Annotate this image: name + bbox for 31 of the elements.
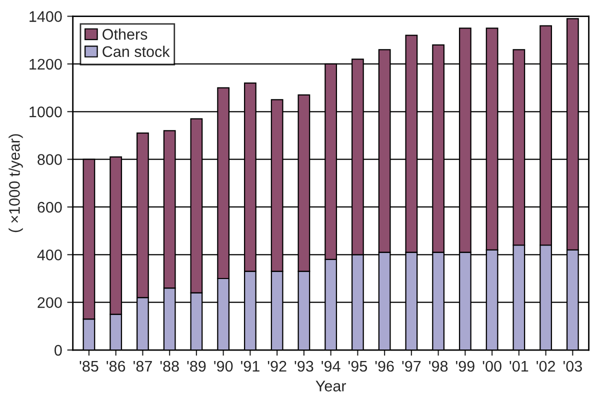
y-tick-label: 1200 [30,58,62,70]
y-tick-label: 0 [54,344,62,356]
x-tick-label: '86 [106,360,126,372]
x-tick-label: '93 [294,360,314,372]
x-tick-label: '85 [80,360,98,372]
x-tick-label: '03 [563,360,582,372]
legend-label: Others [102,28,148,40]
x-tick-label: '98 [429,360,448,372]
y-axis-title: ( ×1000 t/year) [8,134,23,232]
x-tick-label: '95 [348,360,368,372]
x-tick-label: '92 [268,360,286,372]
y-tick-label: 1000 [30,106,62,118]
x-tick-label: '87 [134,360,152,372]
x-axis-title: Year [316,380,346,392]
x-tick-label: '96 [375,360,394,372]
x-tick-label: '94 [322,360,340,372]
y-tick-label: 200 [38,297,62,308]
x-tick-label: '90 [214,360,233,372]
x-tick-label: '91 [241,360,260,372]
y-tick-label: 800 [38,154,62,165]
y-tick-label: 1400 [30,11,62,22]
x-tick-label: '02 [536,360,555,372]
y-tick-label: 600 [38,202,62,213]
x-tick-label: '99 [456,360,474,372]
x-tick-label: '97 [402,360,421,372]
x-tick-label: '01 [510,360,528,372]
x-tick-label: '89 [187,360,206,372]
x-tick-label: '88 [160,360,179,372]
y-tick-label: 400 [37,250,62,260]
legend-label: Can stock [102,46,170,58]
x-tick-label: '00 [482,360,502,372]
